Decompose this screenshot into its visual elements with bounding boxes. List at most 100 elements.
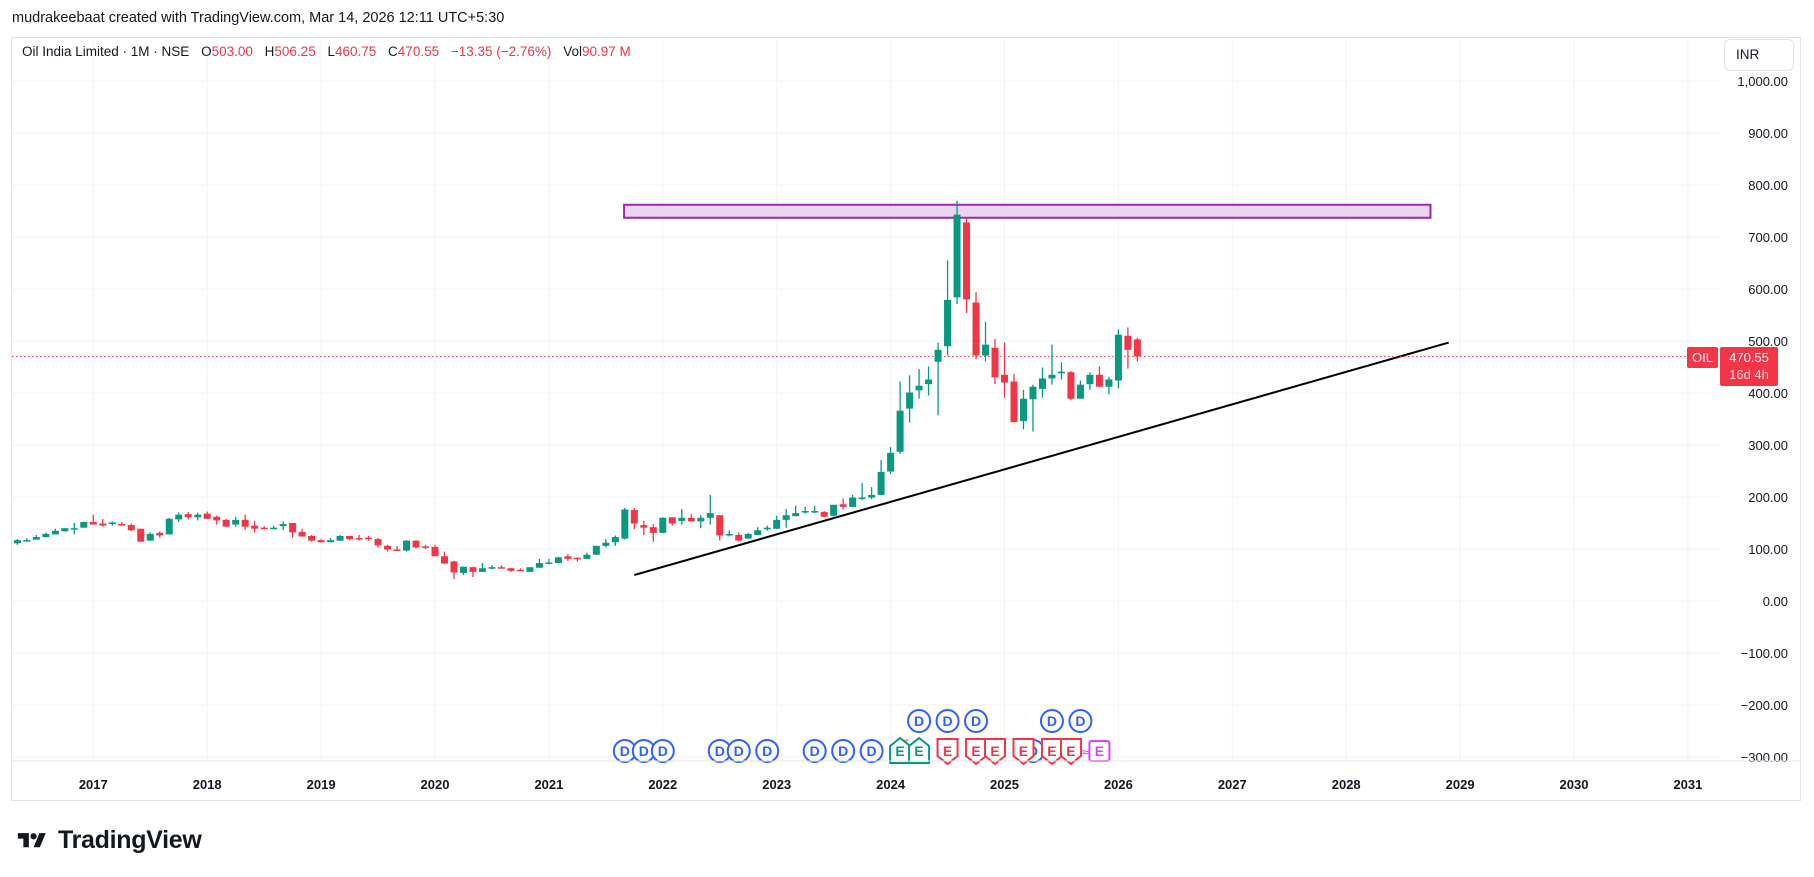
candle-body bbox=[953, 214, 961, 298]
resistance-zone[interactable] bbox=[623, 203, 1432, 219]
candle-body bbox=[877, 472, 885, 495]
earnings_future-marker[interactable]: ≈ E bbox=[1080, 740, 1111, 762]
event-label: D bbox=[838, 743, 848, 759]
candle bbox=[1114, 329, 1122, 389]
candle-body bbox=[222, 519, 230, 527]
candle-body bbox=[1010, 381, 1018, 423]
candle-body bbox=[934, 349, 942, 362]
dividend-marker[interactable]: D bbox=[1068, 709, 1093, 733]
candle-body bbox=[327, 540, 335, 543]
symbol-name[interactable]: Oil India Limited · 1M · NSE bbox=[22, 44, 190, 59]
dividend-marker[interactable]: D bbox=[935, 709, 960, 733]
candle-body bbox=[23, 540, 31, 542]
dividend-marker[interactable]: D bbox=[964, 709, 989, 733]
tradingview-logo[interactable]: TradingView bbox=[14, 826, 202, 855]
trendline-line[interactable] bbox=[634, 341, 1449, 576]
candle bbox=[469, 566, 477, 578]
event-label: E bbox=[1095, 743, 1104, 759]
resistance-zone-rect[interactable] bbox=[623, 203, 1432, 219]
candle bbox=[203, 511, 211, 519]
x-tick-label: 2017 bbox=[79, 777, 108, 792]
candle-body bbox=[13, 540, 21, 544]
candle bbox=[716, 515, 724, 541]
candle-body bbox=[583, 554, 591, 559]
x-tick-label: 2026 bbox=[1104, 777, 1133, 792]
dividend-marker[interactable]: D bbox=[650, 739, 675, 763]
price-axis[interactable]: 1,000.00 900.00 800.00 700.00 600.00 500.00 40… bbox=[1737, 74, 1788, 765]
candle-body bbox=[1105, 379, 1113, 387]
candle-body bbox=[773, 519, 781, 529]
currency-button[interactable]: INR bbox=[1724, 39, 1794, 71]
x-tick-label: 2031 bbox=[1673, 777, 1702, 792]
candle bbox=[279, 521, 287, 531]
dividend-marker[interactable]: D bbox=[1039, 709, 1064, 733]
x-tick-label: 2019 bbox=[307, 777, 336, 792]
last-price-tag: 470.55 16d 4h bbox=[1720, 347, 1778, 386]
x-tick-label: 2023 bbox=[762, 777, 791, 792]
y-tick-label: −200.00 bbox=[1741, 698, 1788, 713]
candle bbox=[858, 482, 866, 501]
candle bbox=[70, 523, 78, 535]
candle bbox=[308, 534, 316, 542]
dividend-marker[interactable]: D bbox=[907, 709, 932, 733]
candle-body bbox=[156, 532, 164, 536]
dividend-marker[interactable]: D bbox=[726, 739, 751, 763]
y-tick-label: 900.00 bbox=[1748, 126, 1788, 141]
event-label: D bbox=[914, 713, 924, 729]
dividend-icon bbox=[802, 739, 827, 763]
candle bbox=[13, 539, 21, 545]
earnings_beat-marker[interactable]: E bbox=[908, 736, 931, 764]
candle bbox=[659, 517, 667, 534]
dividend-marker[interactable]: D bbox=[802, 739, 827, 763]
earnings_miss-marker[interactable]: E bbox=[1040, 738, 1063, 766]
candle bbox=[431, 544, 439, 557]
candle bbox=[459, 566, 467, 575]
candle-body bbox=[32, 537, 40, 540]
candle-body bbox=[706, 513, 714, 518]
dividend-icon bbox=[1068, 709, 1093, 733]
x-tick-label: 2030 bbox=[1560, 777, 1589, 792]
close-value: 470.55 bbox=[397, 44, 440, 59]
candle bbox=[868, 487, 876, 500]
candle bbox=[393, 545, 401, 552]
candle bbox=[61, 528, 69, 532]
candle-body bbox=[127, 525, 135, 531]
y-tick-label: 500.00 bbox=[1748, 334, 1788, 349]
time-axis[interactable]: 2017 2018 2019 2020 2021 2022 2023 2024 2025 2026… bbox=[12, 760, 1800, 792]
dividend-marker[interactable]: D bbox=[831, 739, 856, 763]
event-label: E bbox=[990, 743, 999, 759]
candle-body bbox=[1057, 371, 1065, 374]
trendline[interactable] bbox=[634, 341, 1449, 576]
x-tick-label: 2027 bbox=[1218, 777, 1247, 792]
candle-body bbox=[1095, 374, 1103, 387]
candle-body bbox=[792, 513, 800, 517]
earnings_miss-marker[interactable]: E bbox=[984, 738, 1007, 766]
candle bbox=[270, 525, 278, 530]
candle bbox=[184, 512, 192, 520]
x-tick-label: 2028 bbox=[1332, 777, 1361, 792]
chart-caption: mudrakeebaat created with TradingView.co… bbox=[12, 10, 505, 26]
candle bbox=[925, 366, 933, 396]
candle-body bbox=[497, 567, 505, 569]
volume-value: 90.97 M bbox=[581, 44, 631, 59]
candle bbox=[735, 532, 743, 542]
earnings_miss-marker[interactable]: E bbox=[965, 738, 988, 766]
candle-body bbox=[687, 517, 695, 522]
earnings_miss-marker[interactable]: E bbox=[1059, 738, 1082, 766]
candle bbox=[298, 528, 306, 537]
dividend-marker[interactable]: D bbox=[755, 739, 780, 763]
high-label: H bbox=[264, 44, 275, 59]
earnings_miss-marker[interactable]: E bbox=[1012, 738, 1035, 766]
candle-body bbox=[1029, 386, 1037, 400]
earnings_beat-marker[interactable]: E bbox=[889, 736, 912, 764]
candle-body bbox=[716, 515, 724, 536]
candle-body bbox=[384, 545, 392, 550]
earnings_miss-marker[interactable]: E bbox=[936, 738, 959, 766]
dividend-marker[interactable]: D bbox=[859, 739, 884, 763]
candle-body bbox=[80, 521, 88, 528]
candle-body bbox=[782, 515, 790, 520]
candle-body bbox=[403, 540, 411, 551]
candle-body bbox=[260, 527, 268, 530]
